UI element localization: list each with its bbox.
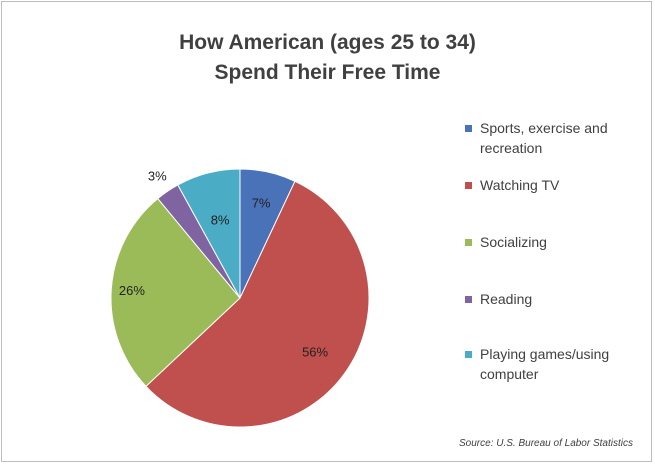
pie-slice-playing-games <box>177 168 241 299</box>
chart-source: Source: U.S. Bureau of Labor Statistics <box>459 438 633 449</box>
legend-label-sports-line1: Sports, exercise and <box>480 120 608 136</box>
legend-swatch-reading <box>465 296 472 303</box>
slice-label-watching-tv: 56% <box>302 345 328 360</box>
pie-slice-socializing <box>110 197 241 388</box>
slice-label-reading: 3% <box>148 168 167 183</box>
legend-label-playing-games-line1: Playing games/using <box>480 346 610 362</box>
legend-swatch-socializing <box>465 239 472 246</box>
legend-label-sports-line2: recreation <box>480 140 543 156</box>
slice-label-socializing: 26% <box>119 283 145 298</box>
pie-slice-watching-tv <box>145 180 370 428</box>
legend-label-reading: Reading <box>480 291 533 307</box>
legend-swatch-watching-tv <box>465 182 472 189</box>
legend-swatch-sports <box>465 125 472 132</box>
slice-label-playing-games: 8% <box>211 213 230 228</box>
chart-title: How American (ages 25 to 34) Spend Their… <box>2 28 653 88</box>
legend-swatch-playing-games <box>465 351 472 358</box>
legend-label-socializing: Socializing <box>480 234 547 250</box>
legend-label-playing-games: Playing games/using computer <box>480 344 650 384</box>
legend-label-watching-tv: Watching TV <box>480 177 560 193</box>
legend-label-sports: Sports, exercise and recreation <box>480 118 650 158</box>
chart-title-line-1: How American (ages 25 to 34) <box>179 31 476 54</box>
slice-label-sports: 7% <box>252 196 271 211</box>
legend-label-playing-games-line2: computer <box>480 366 539 382</box>
chart-title-line-2: Spend Their Free Time <box>214 61 441 84</box>
